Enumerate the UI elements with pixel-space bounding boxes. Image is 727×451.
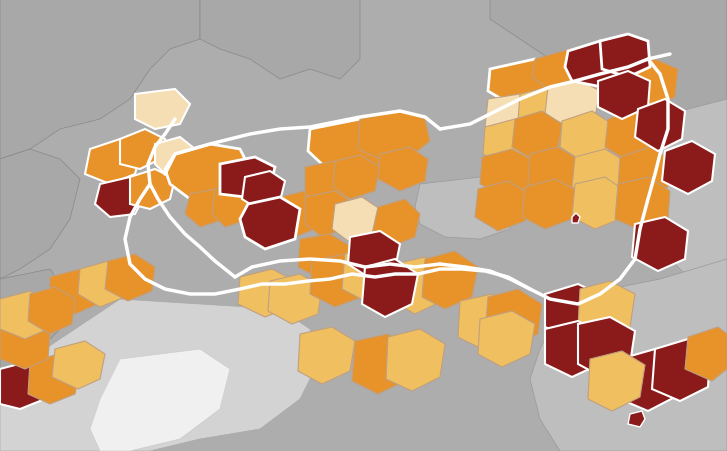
Polygon shape	[572, 150, 625, 199]
Polygon shape	[625, 60, 678, 110]
Polygon shape	[308, 120, 400, 178]
Polygon shape	[28, 287, 75, 334]
Polygon shape	[0, 321, 50, 369]
Polygon shape	[628, 411, 645, 427]
Polygon shape	[618, 147, 670, 199]
Polygon shape	[298, 327, 355, 384]
Polygon shape	[333, 156, 380, 199]
Polygon shape	[90, 349, 230, 451]
Polygon shape	[238, 269, 295, 318]
Polygon shape	[530, 259, 727, 451]
Polygon shape	[310, 254, 368, 307]
Polygon shape	[488, 60, 570, 108]
Polygon shape	[572, 178, 625, 230]
Polygon shape	[620, 100, 727, 299]
Polygon shape	[212, 184, 255, 227]
Polygon shape	[600, 35, 650, 78]
Polygon shape	[155, 138, 195, 175]
Polygon shape	[372, 199, 420, 248]
Polygon shape	[615, 178, 670, 231]
Polygon shape	[352, 334, 410, 394]
Polygon shape	[0, 299, 320, 451]
Polygon shape	[545, 321, 605, 377]
Polygon shape	[135, 90, 190, 130]
Polygon shape	[545, 80, 600, 128]
Polygon shape	[662, 142, 715, 194]
Polygon shape	[165, 145, 250, 205]
Polygon shape	[0, 0, 200, 160]
Polygon shape	[185, 189, 230, 227]
Polygon shape	[0, 361, 50, 409]
Polygon shape	[348, 231, 400, 277]
Polygon shape	[635, 100, 685, 152]
Polygon shape	[528, 147, 578, 198]
Polygon shape	[78, 262, 128, 307]
Polygon shape	[362, 259, 418, 318]
Polygon shape	[560, 112, 612, 161]
Polygon shape	[386, 329, 445, 391]
Polygon shape	[578, 318, 635, 377]
Polygon shape	[485, 95, 540, 140]
Polygon shape	[275, 192, 320, 239]
Polygon shape	[522, 179, 578, 230]
Polygon shape	[0, 269, 70, 379]
Polygon shape	[588, 351, 645, 411]
Polygon shape	[342, 248, 398, 301]
Polygon shape	[532, 50, 600, 95]
Polygon shape	[490, 0, 727, 160]
Polygon shape	[572, 213, 580, 224]
Polygon shape	[52, 341, 105, 389]
Polygon shape	[483, 120, 538, 168]
Polygon shape	[28, 354, 80, 404]
Polygon shape	[422, 252, 478, 309]
Polygon shape	[632, 217, 688, 272]
Polygon shape	[565, 42, 628, 88]
Polygon shape	[652, 339, 710, 401]
Polygon shape	[685, 327, 727, 381]
Polygon shape	[458, 295, 515, 349]
Polygon shape	[545, 285, 605, 339]
Polygon shape	[200, 0, 360, 80]
Polygon shape	[378, 147, 428, 192]
Polygon shape	[480, 150, 535, 198]
Polygon shape	[605, 110, 658, 161]
Polygon shape	[620, 349, 680, 411]
Polygon shape	[332, 198, 380, 241]
Polygon shape	[242, 172, 285, 210]
Polygon shape	[130, 170, 175, 210]
Polygon shape	[105, 254, 155, 301]
Polygon shape	[220, 158, 275, 198]
Polygon shape	[95, 178, 145, 217]
Polygon shape	[475, 182, 530, 231]
Polygon shape	[305, 192, 355, 238]
Polygon shape	[85, 140, 140, 184]
Polygon shape	[518, 88, 568, 135]
Polygon shape	[598, 72, 650, 120]
Polygon shape	[415, 178, 510, 239]
Polygon shape	[512, 112, 562, 160]
Polygon shape	[305, 161, 355, 207]
Polygon shape	[0, 291, 50, 339]
Polygon shape	[485, 290, 542, 347]
Polygon shape	[120, 130, 165, 170]
Polygon shape	[240, 198, 300, 249]
Polygon shape	[578, 281, 635, 339]
Polygon shape	[392, 258, 448, 314]
Polygon shape	[0, 150, 80, 279]
Polygon shape	[298, 235, 352, 279]
Polygon shape	[478, 311, 535, 367]
Polygon shape	[50, 269, 100, 314]
Polygon shape	[268, 274, 322, 324]
Polygon shape	[358, 112, 430, 161]
